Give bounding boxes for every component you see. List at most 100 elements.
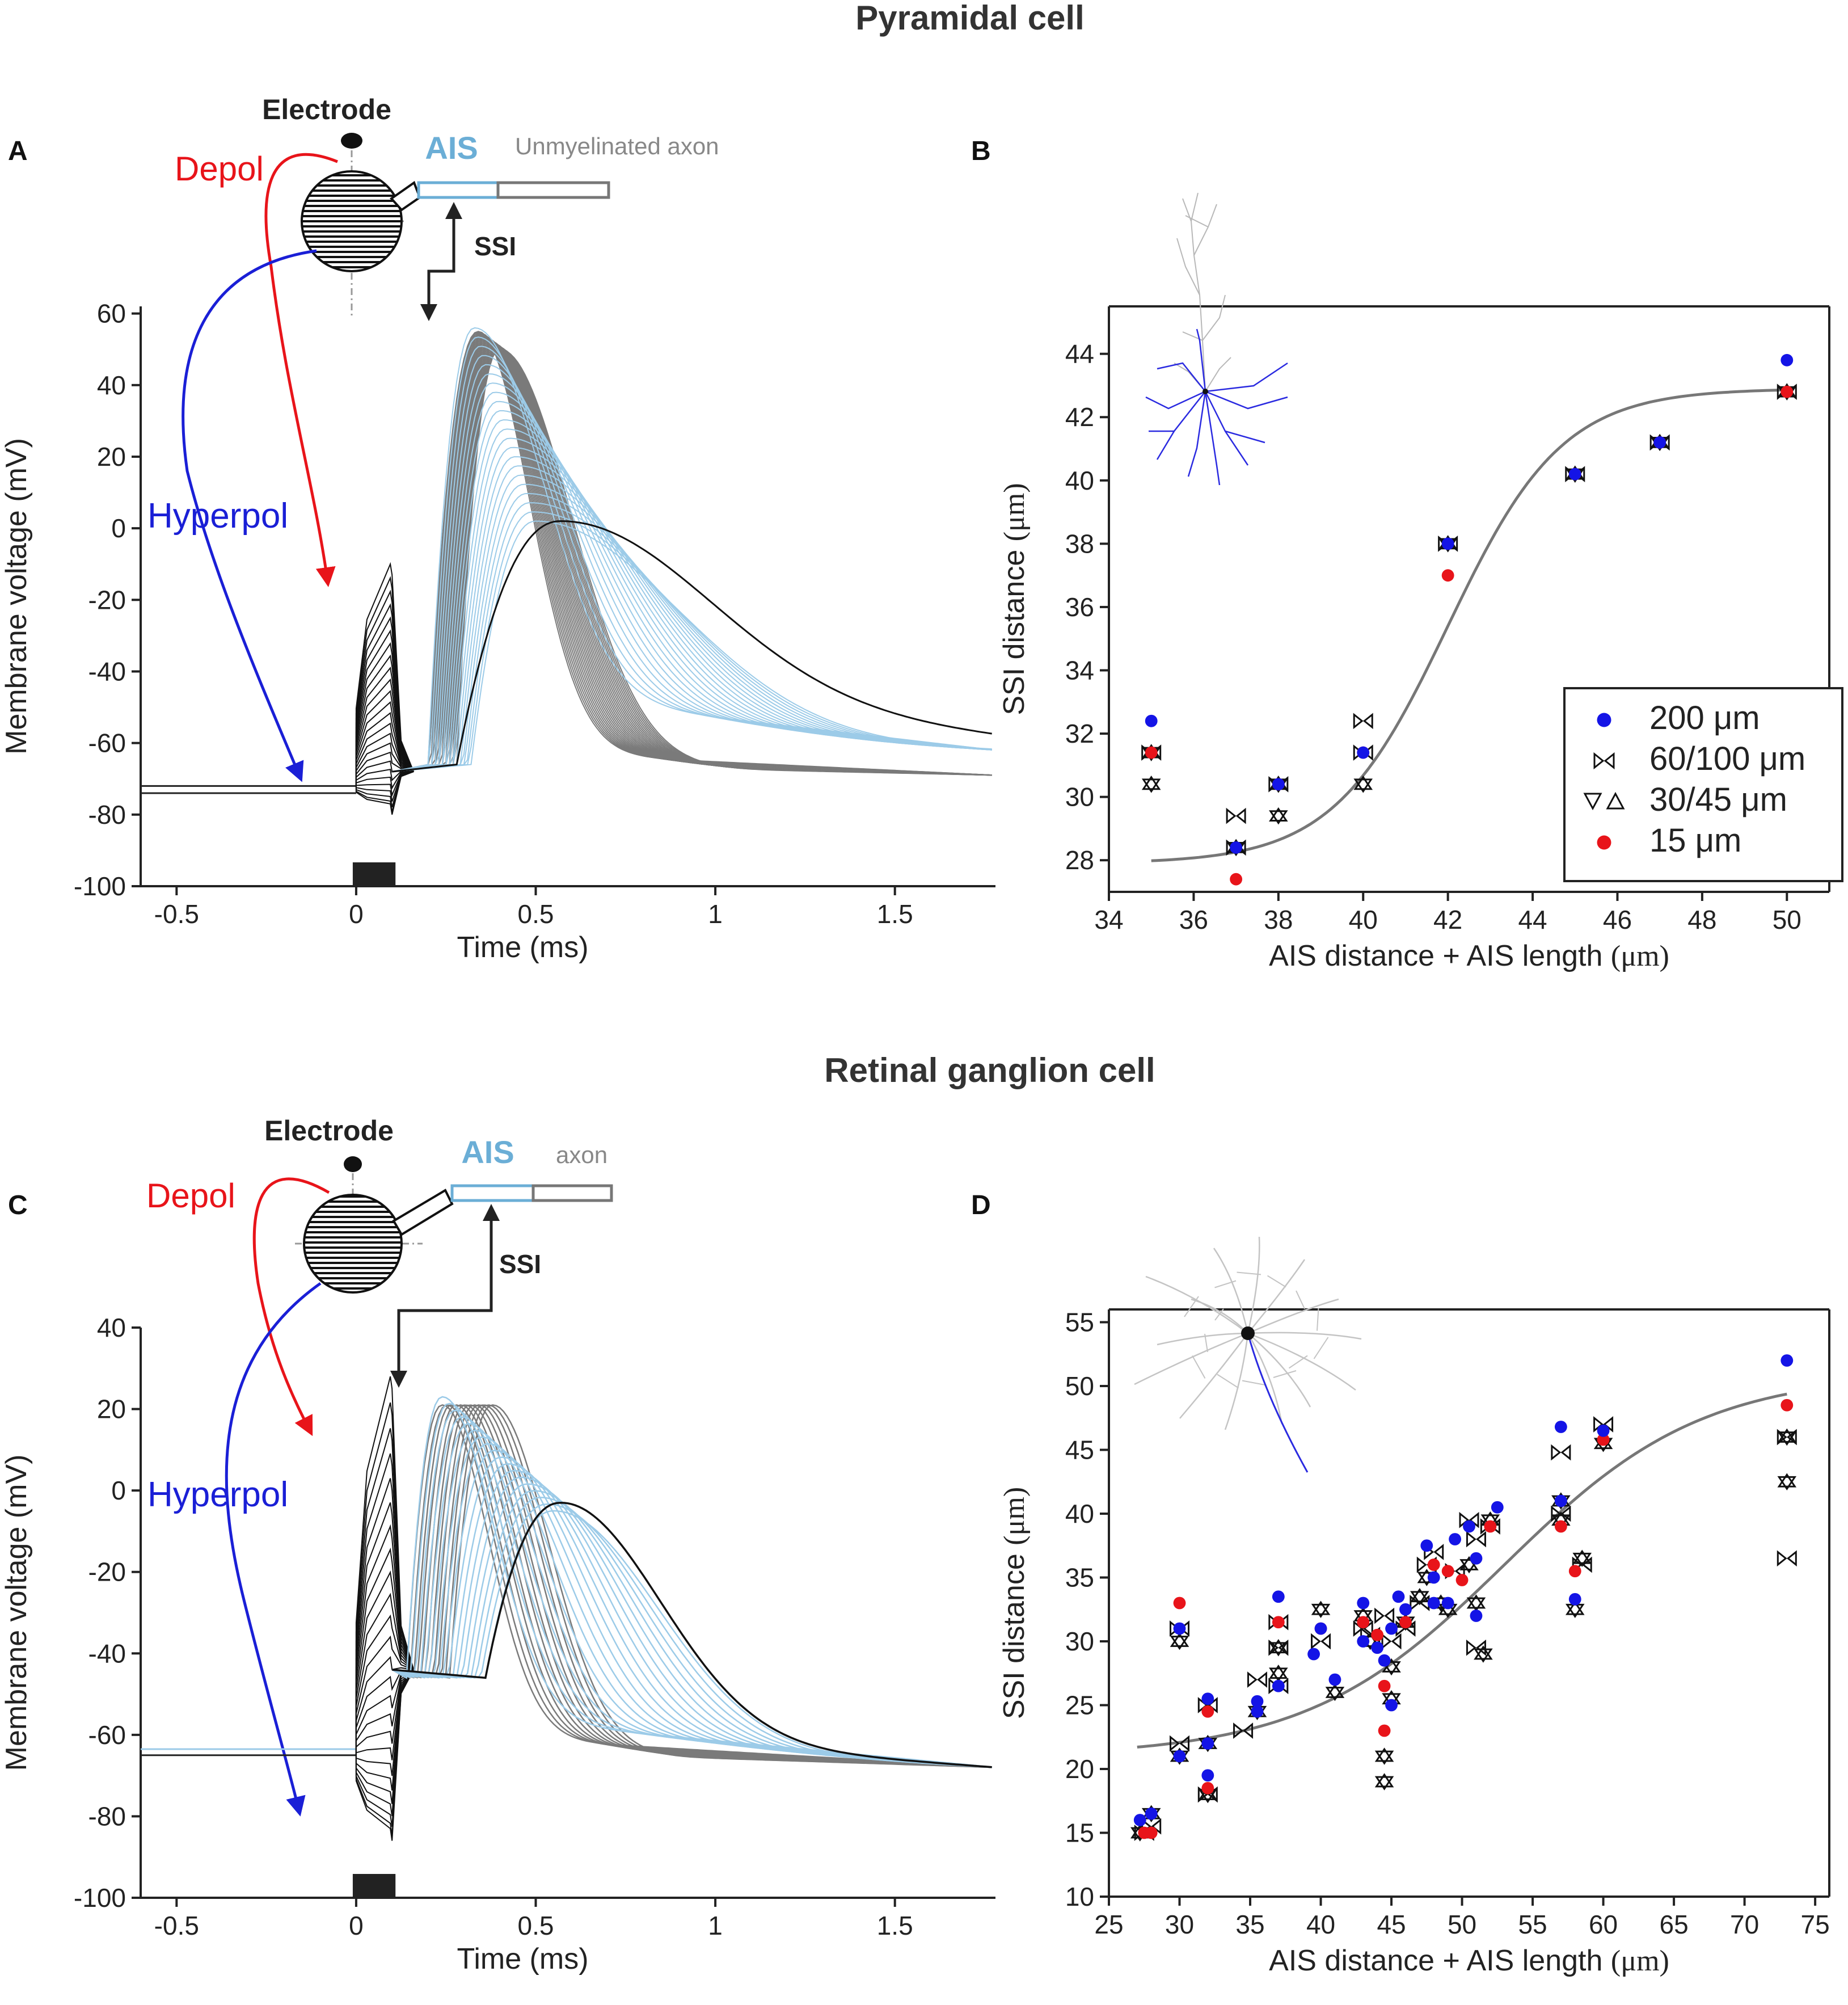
dendrite-grey	[1217, 1374, 1239, 1389]
x-tick-label: 0	[349, 1911, 364, 1940]
soma-icon	[301, 170, 403, 272]
x-tick-label: 50	[1773, 905, 1801, 934]
data-point-60-100um-right	[1391, 1633, 1402, 1650]
data-point-30-45um-up	[1572, 1549, 1592, 1564]
x-axis-label-text: AIS distance + AIS length	[1269, 940, 1611, 972]
y-tick-label: 20	[97, 442, 126, 471]
x-tick-label: 40	[1349, 905, 1378, 934]
x-axis-label: Time (ms)	[457, 1943, 588, 1975]
ssi-arrow-down	[390, 1306, 493, 1388]
data-point-30-45um-down	[1170, 1636, 1189, 1650]
ssi-label: SSI	[474, 231, 516, 261]
data-point-60-100um-right	[1560, 1444, 1571, 1461]
depol-label: Depol	[146, 1177, 235, 1215]
data-point-60-100um-left	[1374, 1607, 1385, 1624]
dendrite-blue	[1145, 390, 1206, 410]
data-point-15um	[1230, 873, 1243, 886]
soma-trace	[355, 562, 415, 786]
data-point-60-100um-left	[1311, 1633, 1321, 1650]
dendrite-blue	[1157, 362, 1206, 392]
ais-trace-blue	[391, 1443, 992, 1768]
panel-label-b: B	[971, 136, 991, 166]
y-tick-label: 0	[111, 1476, 126, 1505]
data-point-200um	[1357, 1597, 1370, 1610]
data-point-200um	[1201, 1692, 1214, 1705]
x-tick-label: -0.5	[154, 1911, 199, 1940]
y-tick-label: 34	[1065, 656, 1094, 685]
y-axis-label-unit: (μm)	[998, 1487, 1031, 1545]
data-point-60-100um-left	[1247, 1671, 1258, 1688]
y-tick-label: -100	[74, 1883, 126, 1913]
dendrite-blue	[1205, 390, 1288, 410]
data-point-15um	[1597, 835, 1611, 850]
fit-curve	[1137, 1392, 1787, 1749]
data-point-200um	[1470, 1610, 1483, 1622]
axon-segment	[531, 1184, 613, 1202]
data-point-200um	[1597, 1424, 1610, 1437]
data-point-30-45um-down	[1382, 1693, 1401, 1708]
dendrite-grey	[1247, 1298, 1339, 1334]
soma-trace	[355, 1669, 415, 1841]
x-tick-label: 0.5	[518, 899, 554, 929]
x-tick-label: 55	[1518, 1910, 1547, 1939]
data-point-60-100um-left	[1466, 1639, 1476, 1656]
hyperpol-label: Hyperpol	[147, 1475, 288, 1514]
data-point-30-45um-down	[1459, 1559, 1479, 1574]
dendrite-grey	[1179, 1333, 1249, 1419]
data-point-15um	[1455, 1574, 1469, 1586]
y-tick-label: -80	[88, 800, 126, 829]
x-tick-label: 45	[1377, 1910, 1406, 1939]
data-point-200um	[1272, 1679, 1285, 1692]
dendrite-grey	[1192, 1355, 1206, 1379]
y-tick-label: 20	[97, 1395, 126, 1424]
data-point-30-45um-down	[1269, 810, 1288, 825]
data-point-60-100um-left	[1410, 1595, 1420, 1611]
data-point-60-100um-right	[1581, 1556, 1592, 1573]
data-point-60-100um-left	[1416, 1556, 1427, 1573]
data-point-30-45um-up	[1141, 776, 1161, 790]
soma-dot	[1241, 1326, 1255, 1340]
data-point-15um	[1201, 1781, 1214, 1795]
x-tick-label: 0.5	[518, 1911, 554, 1940]
dendrite-grey	[1247, 1332, 1356, 1391]
data-point-30-45um-down	[1325, 1687, 1345, 1701]
dendrite-grey	[1296, 1290, 1305, 1309]
data-point-200um	[1328, 1673, 1341, 1686]
y-tick-label: 36	[1065, 592, 1094, 622]
y-tick-label: 20	[1065, 1754, 1094, 1784]
data-point-60-100um-left	[1226, 807, 1237, 824]
data-point-200um	[1314, 1622, 1327, 1635]
data-point-15um	[1781, 385, 1794, 398]
panel-label-a: A	[8, 136, 28, 166]
x-tick-label: 1.5	[877, 899, 913, 929]
electrode-icon	[341, 133, 362, 149]
data-point-200um	[1568, 467, 1581, 481]
ais-segment	[417, 181, 500, 199]
chart-b: 34 36 38 40 42 44 46 48 50 28 30 32 34 36 38 40 42 44 AIS …	[998, 192, 1843, 972]
y-tick-label: -60	[88, 728, 126, 758]
legend-label: 60/100 μm	[1649, 740, 1805, 777]
dendrite-grey	[1205, 357, 1231, 392]
data-point-60-100um-left	[1170, 1735, 1180, 1752]
depol-arrow	[252, 1177, 330, 1437]
dendrite-grey	[1191, 192, 1199, 222]
dendrite-blue	[1187, 391, 1206, 477]
data-point-200um	[1385, 1699, 1398, 1712]
hyperpol-arrow	[225, 1282, 322, 1817]
data-point-60-100um-right	[1476, 1531, 1486, 1548]
data-point-200um	[1357, 746, 1370, 759]
soma-trace	[355, 1428, 415, 1755]
title-retinal: Retinal ganglion cell	[824, 1051, 1155, 1089]
dendrite-grey	[1204, 1333, 1208, 1353]
y-tick-label: 50	[1065, 1371, 1094, 1401]
ais-trace-black	[392, 1501, 992, 1768]
data-point-60-100um-left	[1268, 1639, 1279, 1656]
y-tick-label: -100	[74, 871, 126, 901]
y-tick-label: 40	[97, 1313, 126, 1342]
data-point-200um	[1251, 1695, 1264, 1708]
ais-trace-blue	[392, 511, 992, 773]
data-point-30-45um-down	[1466, 1597, 1486, 1612]
data-point-30-45um-down	[1311, 1603, 1331, 1619]
dendrite-grey	[1288, 1355, 1308, 1369]
neuron-morphology-pyramidal	[1145, 192, 1288, 486]
